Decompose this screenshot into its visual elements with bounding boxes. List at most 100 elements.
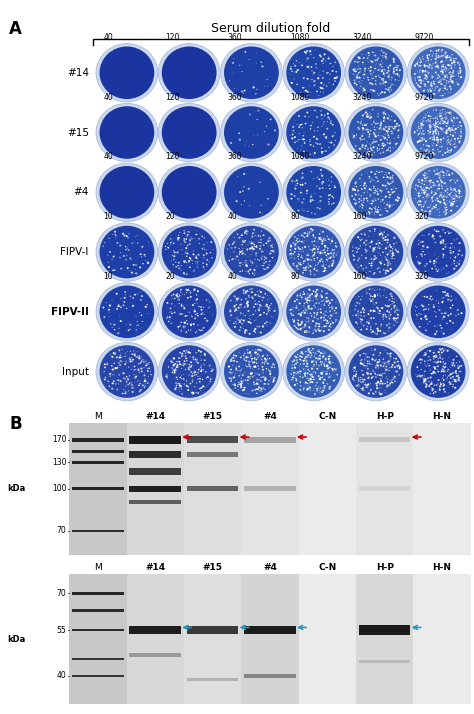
Ellipse shape [319, 188, 321, 189]
Ellipse shape [130, 351, 131, 352]
Ellipse shape [266, 321, 268, 323]
Ellipse shape [443, 350, 445, 352]
Ellipse shape [201, 368, 202, 371]
Ellipse shape [422, 190, 425, 191]
Ellipse shape [377, 308, 379, 309]
Ellipse shape [191, 375, 193, 377]
Ellipse shape [327, 365, 328, 366]
Ellipse shape [446, 126, 447, 127]
Ellipse shape [447, 231, 448, 232]
Ellipse shape [432, 389, 433, 390]
Ellipse shape [443, 202, 446, 203]
Ellipse shape [328, 329, 330, 331]
Ellipse shape [204, 359, 206, 361]
Ellipse shape [436, 144, 438, 146]
Ellipse shape [359, 178, 361, 179]
Ellipse shape [320, 391, 323, 393]
Ellipse shape [355, 314, 357, 316]
Ellipse shape [357, 61, 359, 63]
Ellipse shape [315, 330, 317, 332]
Ellipse shape [120, 298, 122, 299]
Ellipse shape [368, 236, 369, 237]
Ellipse shape [318, 241, 319, 242]
Ellipse shape [173, 243, 174, 244]
Ellipse shape [329, 79, 330, 80]
Ellipse shape [266, 362, 268, 363]
Ellipse shape [100, 166, 155, 218]
Ellipse shape [327, 257, 328, 258]
Ellipse shape [449, 59, 451, 61]
Ellipse shape [457, 253, 459, 255]
Ellipse shape [295, 240, 297, 241]
Ellipse shape [442, 123, 444, 124]
Ellipse shape [394, 85, 395, 86]
Ellipse shape [458, 73, 459, 74]
Ellipse shape [374, 189, 376, 191]
Ellipse shape [423, 139, 425, 140]
Ellipse shape [306, 330, 307, 331]
Ellipse shape [424, 379, 427, 381]
Ellipse shape [166, 302, 168, 303]
Ellipse shape [434, 174, 436, 176]
Ellipse shape [326, 297, 328, 298]
Ellipse shape [194, 386, 195, 387]
Ellipse shape [433, 366, 435, 368]
Ellipse shape [328, 201, 329, 203]
Ellipse shape [230, 300, 232, 301]
Ellipse shape [123, 389, 124, 390]
Ellipse shape [168, 321, 170, 322]
Ellipse shape [389, 252, 390, 253]
Ellipse shape [176, 366, 178, 368]
Ellipse shape [324, 245, 326, 246]
Ellipse shape [429, 179, 431, 181]
Ellipse shape [251, 236, 253, 238]
Ellipse shape [327, 116, 329, 119]
Ellipse shape [140, 362, 142, 364]
Ellipse shape [398, 364, 400, 366]
Ellipse shape [355, 145, 357, 147]
Ellipse shape [307, 366, 308, 367]
Ellipse shape [240, 262, 241, 263]
Ellipse shape [301, 351, 303, 353]
Ellipse shape [262, 356, 264, 357]
Ellipse shape [313, 136, 315, 138]
Ellipse shape [328, 358, 329, 360]
Ellipse shape [445, 111, 446, 112]
Ellipse shape [321, 304, 322, 305]
Ellipse shape [460, 77, 461, 79]
Ellipse shape [379, 149, 380, 150]
Bar [72, 438, 124, 441]
Ellipse shape [301, 356, 303, 358]
Ellipse shape [294, 248, 296, 250]
Ellipse shape [145, 256, 146, 257]
Ellipse shape [310, 125, 312, 126]
Ellipse shape [423, 188, 425, 190]
Ellipse shape [452, 372, 454, 374]
Ellipse shape [264, 256, 265, 258]
Ellipse shape [443, 196, 444, 197]
Ellipse shape [235, 301, 236, 302]
Ellipse shape [378, 144, 379, 146]
Ellipse shape [122, 393, 123, 394]
Ellipse shape [247, 301, 249, 302]
Ellipse shape [383, 72, 384, 74]
Ellipse shape [373, 248, 374, 249]
Ellipse shape [454, 138, 456, 140]
Ellipse shape [291, 82, 293, 84]
Ellipse shape [438, 309, 440, 311]
Ellipse shape [186, 262, 187, 263]
Ellipse shape [367, 313, 369, 315]
Ellipse shape [358, 381, 360, 382]
Ellipse shape [289, 253, 291, 255]
Ellipse shape [174, 372, 176, 373]
Ellipse shape [181, 265, 182, 266]
Ellipse shape [310, 352, 312, 354]
Ellipse shape [259, 301, 260, 302]
Ellipse shape [126, 255, 128, 256]
Ellipse shape [328, 198, 330, 200]
Ellipse shape [210, 241, 212, 243]
Ellipse shape [300, 314, 302, 316]
Ellipse shape [380, 374, 383, 376]
Ellipse shape [256, 119, 258, 120]
Ellipse shape [324, 325, 325, 326]
